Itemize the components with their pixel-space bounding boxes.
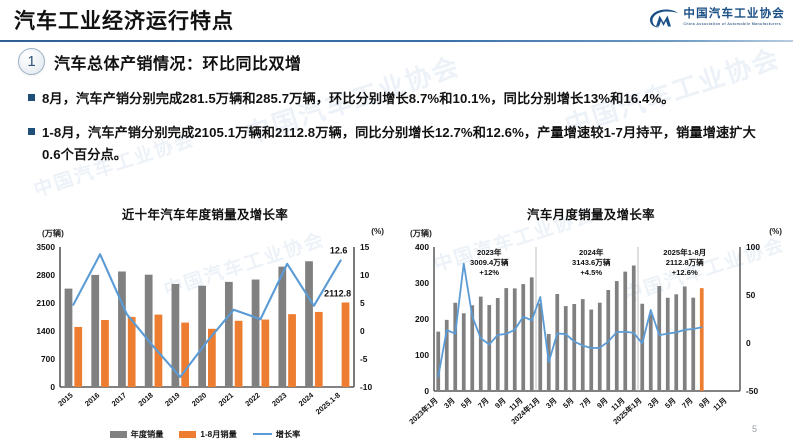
page-title: 汽车工业经济运行特点 (14, 10, 234, 33)
svg-text:2112.8万辆: 2112.8万辆 (666, 257, 704, 267)
bullet-square-icon (28, 128, 35, 136)
legend-label: 年度销量 (130, 430, 164, 439)
svg-text:1400: 1400 (36, 326, 55, 336)
svg-text:+4.5%: +4.5% (580, 268, 602, 277)
header-divider (0, 40, 793, 42)
svg-text:3009.4万辆: 3009.4万辆 (470, 257, 509, 267)
y-axis-unit-left: (万辆) (410, 229, 432, 238)
legend-item: 增长率 (252, 428, 301, 440)
svg-text:12.6: 12.6 (330, 245, 348, 255)
svg-text:9月: 9月 (697, 396, 712, 410)
svg-text:9月: 9月 (493, 396, 508, 410)
svg-text:+12%: +12% (479, 268, 499, 277)
chart-legend-annual: 年度销量 1-8月销量 增长率 (20, 428, 390, 440)
bullet-text: 8月，汽车产销分别完成281.5万辆和285.7万辆，环比分别增长8.7%和10… (42, 91, 675, 106)
svg-text:300: 300 (415, 278, 429, 288)
legend-swatch-growth-rate (252, 432, 272, 436)
svg-text:0: 0 (746, 338, 751, 348)
svg-text:2023年1月: 2023年1月 (407, 396, 439, 426)
svg-text:3500: 3500 (36, 242, 55, 252)
svg-text:2020: 2020 (190, 391, 208, 408)
list-item: 8月，汽车产销分别完成281.5万辆和285.7万辆，环比分别增长8.7%和10… (28, 88, 773, 109)
y-axis-unit-right: (%) (371, 227, 384, 236)
svg-text:7月: 7月 (578, 396, 593, 410)
svg-text:0: 0 (360, 326, 365, 336)
svg-text:3月: 3月 (442, 396, 457, 410)
y-axis-unit-right: (%) (769, 227, 782, 236)
svg-text:2016: 2016 (83, 391, 101, 408)
svg-text:2024年: 2024年 (579, 247, 604, 257)
svg-text:3月: 3月 (646, 396, 661, 410)
page-header: 汽车工业经济运行特点 中国汽车工业协会 China Association of… (0, 0, 793, 44)
svg-text:7月: 7月 (680, 396, 695, 410)
logo-text-en: China Association of Automobile Manufact… (683, 22, 782, 27)
svg-text:2018: 2018 (136, 391, 154, 408)
section-heading: 1 汽车总体产销情况：环比同比双增 (18, 48, 302, 75)
svg-text:2800: 2800 (36, 270, 55, 280)
svg-text:7月: 7月 (476, 396, 491, 410)
svg-text:11月: 11月 (711, 396, 728, 413)
y-axis-unit-left: (万辆) (42, 229, 64, 238)
caam-logo: 中国汽车工业协会 China Association of Automobile… (649, 6, 785, 30)
annual-sales-chart: 近十年汽车年度销量及增长率 (万辆) (%) 0 700 1400 2100 2800 3… (20, 205, 390, 440)
legend-item: 1-8月销量 (179, 428, 237, 440)
legend-swatch-jan-aug-sales (179, 430, 197, 438)
annual-chart-plot: 0 700 1400 2100 2800 3500 -10 -5 0 5 10 15 2015 2016 2… (36, 242, 372, 417)
list-item: 1-8月，汽车产销分别完成2105.1万辆和2112.8万辆，同比分别增长12.… (28, 122, 773, 165)
svg-text:100: 100 (746, 242, 760, 252)
legend-label: 1-8月销量 (200, 430, 237, 439)
svg-text:5: 5 (360, 298, 365, 308)
svg-text:3月: 3月 (544, 396, 559, 410)
svg-text:2017: 2017 (110, 391, 128, 408)
svg-text:15: 15 (360, 242, 370, 252)
svg-text:200: 200 (415, 314, 429, 324)
svg-text:2015: 2015 (56, 391, 74, 408)
bullet-square-icon (28, 94, 35, 101)
svg-text:700: 700 (41, 354, 55, 364)
legend-label: 增长率 (275, 430, 301, 439)
bullet-list: 8月，汽车产销分别完成281.5万辆和285.7万辆，环比分别增长8.7%和10… (28, 88, 773, 178)
chart-title-annual: 近十年汽车年度销量及增长率 (121, 208, 289, 222)
svg-text:2112.8: 2112.8 (324, 288, 351, 298)
svg-text:-10: -10 (360, 382, 372, 392)
caam-logo-icon (650, 9, 679, 28)
svg-text:2019: 2019 (163, 391, 181, 408)
svg-text:3143.6万辆: 3143.6万辆 (572, 257, 611, 267)
svg-text:5月: 5月 (561, 396, 576, 410)
legend-swatch-annual-sales (109, 430, 127, 438)
svg-text:0: 0 (50, 382, 55, 392)
section-number-badge: 1 (18, 48, 45, 75)
svg-text:400: 400 (415, 242, 429, 252)
svg-text:-5: -5 (360, 354, 368, 364)
svg-text:-50: -50 (746, 386, 758, 396)
monthly-sales-chart: 汽车月度销量及增长率 (万辆) (%) 0 100 200 300 400 -50 0 50 1… (392, 205, 790, 440)
svg-text:2022: 2022 (243, 391, 261, 408)
svg-text:100: 100 (415, 350, 429, 360)
svg-text:10: 10 (360, 270, 370, 280)
svg-text:2025.1-8: 2025.1-8 (314, 391, 342, 417)
legend-item: 年度销量 (109, 428, 164, 440)
svg-text:2023年: 2023年 (477, 247, 502, 257)
svg-text:+12.6%: +12.6% (672, 268, 698, 277)
svg-text:5月: 5月 (663, 396, 678, 410)
svg-text:9月: 9月 (595, 396, 610, 410)
bullet-text: 1-8月，汽车产销分别完成2105.1万辆和2112.8万辆，同比分别增长12.… (42, 125, 756, 162)
svg-text:2025年1-8月: 2025年1-8月 (663, 247, 706, 257)
svg-text:5月: 5月 (459, 396, 474, 410)
logo-text-cn: 中国汽车工业协会 (683, 8, 785, 21)
svg-text:2024: 2024 (297, 390, 316, 408)
svg-text:0: 0 (424, 386, 429, 396)
svg-text:2023: 2023 (270, 391, 288, 408)
svg-text:50: 50 (746, 290, 756, 300)
svg-text:2100: 2100 (36, 298, 55, 308)
svg-text:2021: 2021 (217, 391, 235, 408)
chart-title-monthly: 汽车月度销量及增长率 (527, 208, 655, 222)
section-title: 汽车总体产销情况：环比同比双增 (54, 55, 302, 73)
page-number: 5 (751, 424, 757, 434)
